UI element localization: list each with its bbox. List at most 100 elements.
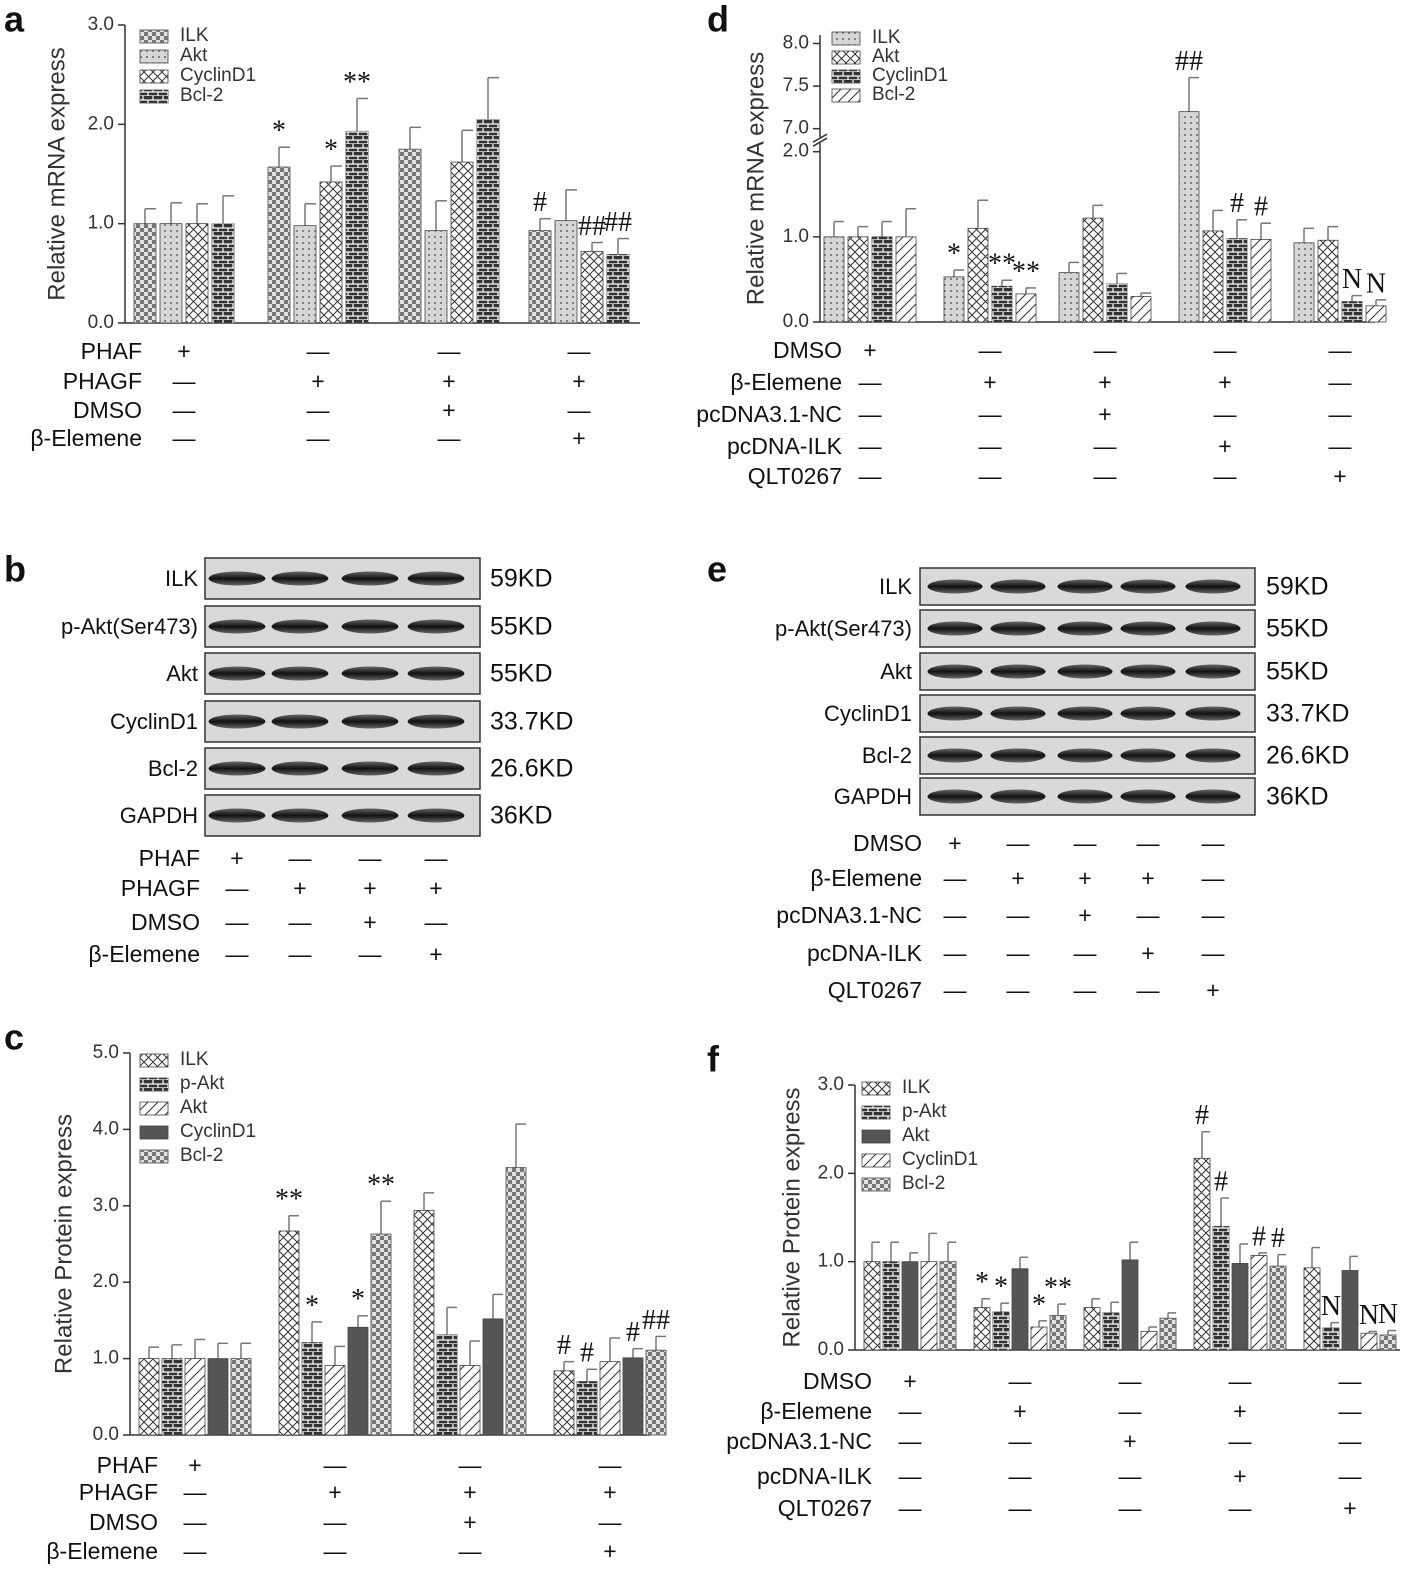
treatment-mark: — [359, 845, 382, 871]
treatment-label: PHAF [81, 338, 142, 364]
bar-hatch [1251, 239, 1271, 322]
treatment-label: PHAGF [79, 1479, 158, 1505]
blot-size: 59KD [490, 565, 553, 593]
treatment-mark: + [1098, 369, 1111, 395]
panel-label: e [707, 549, 727, 590]
treatment-mark: + [363, 909, 376, 935]
treatment-mark: — [425, 845, 448, 871]
blot-band [1120, 706, 1176, 721]
significance: # [1195, 1100, 1209, 1131]
blot-size: 55KD [1266, 615, 1329, 643]
legend-swatch [139, 1125, 169, 1140]
bar-hatch [1059, 272, 1079, 322]
bar-hatch [414, 1210, 434, 1435]
bar-hatch [607, 254, 629, 323]
treatment-label: DMSO [803, 1368, 872, 1394]
blot-band [1120, 664, 1176, 679]
bar-hatch [864, 1261, 880, 1350]
bar-hatch [896, 236, 916, 322]
treatment-mark: — [289, 941, 312, 967]
blot-size: 26.6KD [490, 755, 573, 783]
blot-band [1057, 789, 1113, 804]
blot-band [1120, 579, 1176, 594]
legend-hatch [140, 30, 168, 43]
blot-band [407, 761, 465, 776]
bar-hatch [134, 223, 156, 323]
legend-label: CyclinD1 [180, 1121, 256, 1142]
treatment-mark: — [899, 1495, 922, 1521]
blot-band [1057, 579, 1113, 594]
treatment-mark: — [1119, 1495, 1142, 1521]
blot-label: GAPDH [120, 803, 198, 828]
treatment-mark: — [1007, 902, 1030, 928]
bar-hatch [425, 230, 447, 323]
y-axis-label: Relative Protein express [50, 1114, 77, 1374]
bar-hatch [320, 181, 342, 323]
legend-label: Akt [872, 46, 900, 67]
bar-hatch [824, 236, 844, 322]
significance: * [947, 238, 961, 269]
blot-band [208, 714, 266, 729]
legend-hatch [140, 90, 168, 103]
blot-band [208, 666, 266, 681]
treatment-mark: — [859, 463, 882, 489]
legend-label: p-Akt [180, 1073, 225, 1094]
treatment-mark: + [1218, 369, 1231, 395]
blot-band [271, 571, 329, 586]
bar-hatch [1016, 293, 1036, 322]
treatment-mark: + [429, 941, 442, 967]
blot-label: p-Akt(Ser473) [61, 614, 198, 639]
blot-size: 33.7KD [1266, 700, 1349, 728]
treatment-label: QLT0267 [778, 1495, 872, 1521]
blot-band [271, 619, 329, 634]
blot-size: 55KD [1266, 658, 1329, 686]
treatment-mark: — [1329, 433, 1352, 459]
treatment-mark: — [324, 1509, 347, 1535]
treatment-mark: — [1119, 1368, 1142, 1394]
treatment-label: DMSO [89, 1509, 158, 1535]
treatment-mark: — [438, 425, 461, 451]
blot-band [990, 664, 1046, 679]
y-tick-label: 0.0 [93, 1424, 119, 1445]
treatment-mark: — [459, 1538, 482, 1564]
bar-hatch [1107, 283, 1127, 322]
treatment-mark: — [1094, 337, 1117, 363]
bar-hatch [1270, 1266, 1286, 1350]
blot-size: 36KD [1266, 783, 1329, 811]
treatment-mark: + [1333, 463, 1346, 489]
bar-hatch [160, 223, 182, 323]
bar-hatch [185, 1358, 205, 1435]
treatment-mark: — [979, 433, 1002, 459]
bar-hatch [554, 1370, 574, 1435]
y-tick-label: 0.0 [783, 311, 809, 332]
treatment-mark: + [603, 1479, 616, 1505]
treatment-mark: + [983, 369, 996, 395]
blot-band [927, 748, 983, 763]
treatment-mark: — [1009, 1368, 1032, 1394]
bar-hatch [1304, 1267, 1320, 1350]
legend-hatch [140, 1054, 168, 1067]
bar [1121, 1259, 1139, 1351]
y-tick-label: 1.0 [818, 1251, 844, 1272]
legend-hatch [140, 1102, 168, 1115]
significance: ## [642, 1305, 670, 1336]
treatment-mark: + [177, 338, 190, 364]
treatment-mark: + [1098, 401, 1111, 427]
bar-hatch [1342, 301, 1362, 322]
bar-hatch [139, 1358, 159, 1435]
legend-label: CyclinD1 [902, 1149, 978, 1170]
treatment-mark: — [1137, 830, 1160, 856]
bar-hatch [974, 1307, 990, 1350]
blot-size: 26.6KD [1266, 742, 1349, 770]
significance: * [324, 134, 338, 165]
blot-band [1120, 748, 1176, 763]
treatment-mark: — [599, 1452, 622, 1478]
blot-band [407, 714, 465, 729]
bar [1341, 1270, 1359, 1351]
blot-band [927, 579, 983, 594]
bar-hatch [1103, 1312, 1119, 1350]
treatment-label: β-Elemene [30, 425, 142, 451]
blot-band [1057, 706, 1113, 721]
treatment-mark: — [1074, 940, 1097, 966]
bar-hatch [993, 1312, 1009, 1350]
